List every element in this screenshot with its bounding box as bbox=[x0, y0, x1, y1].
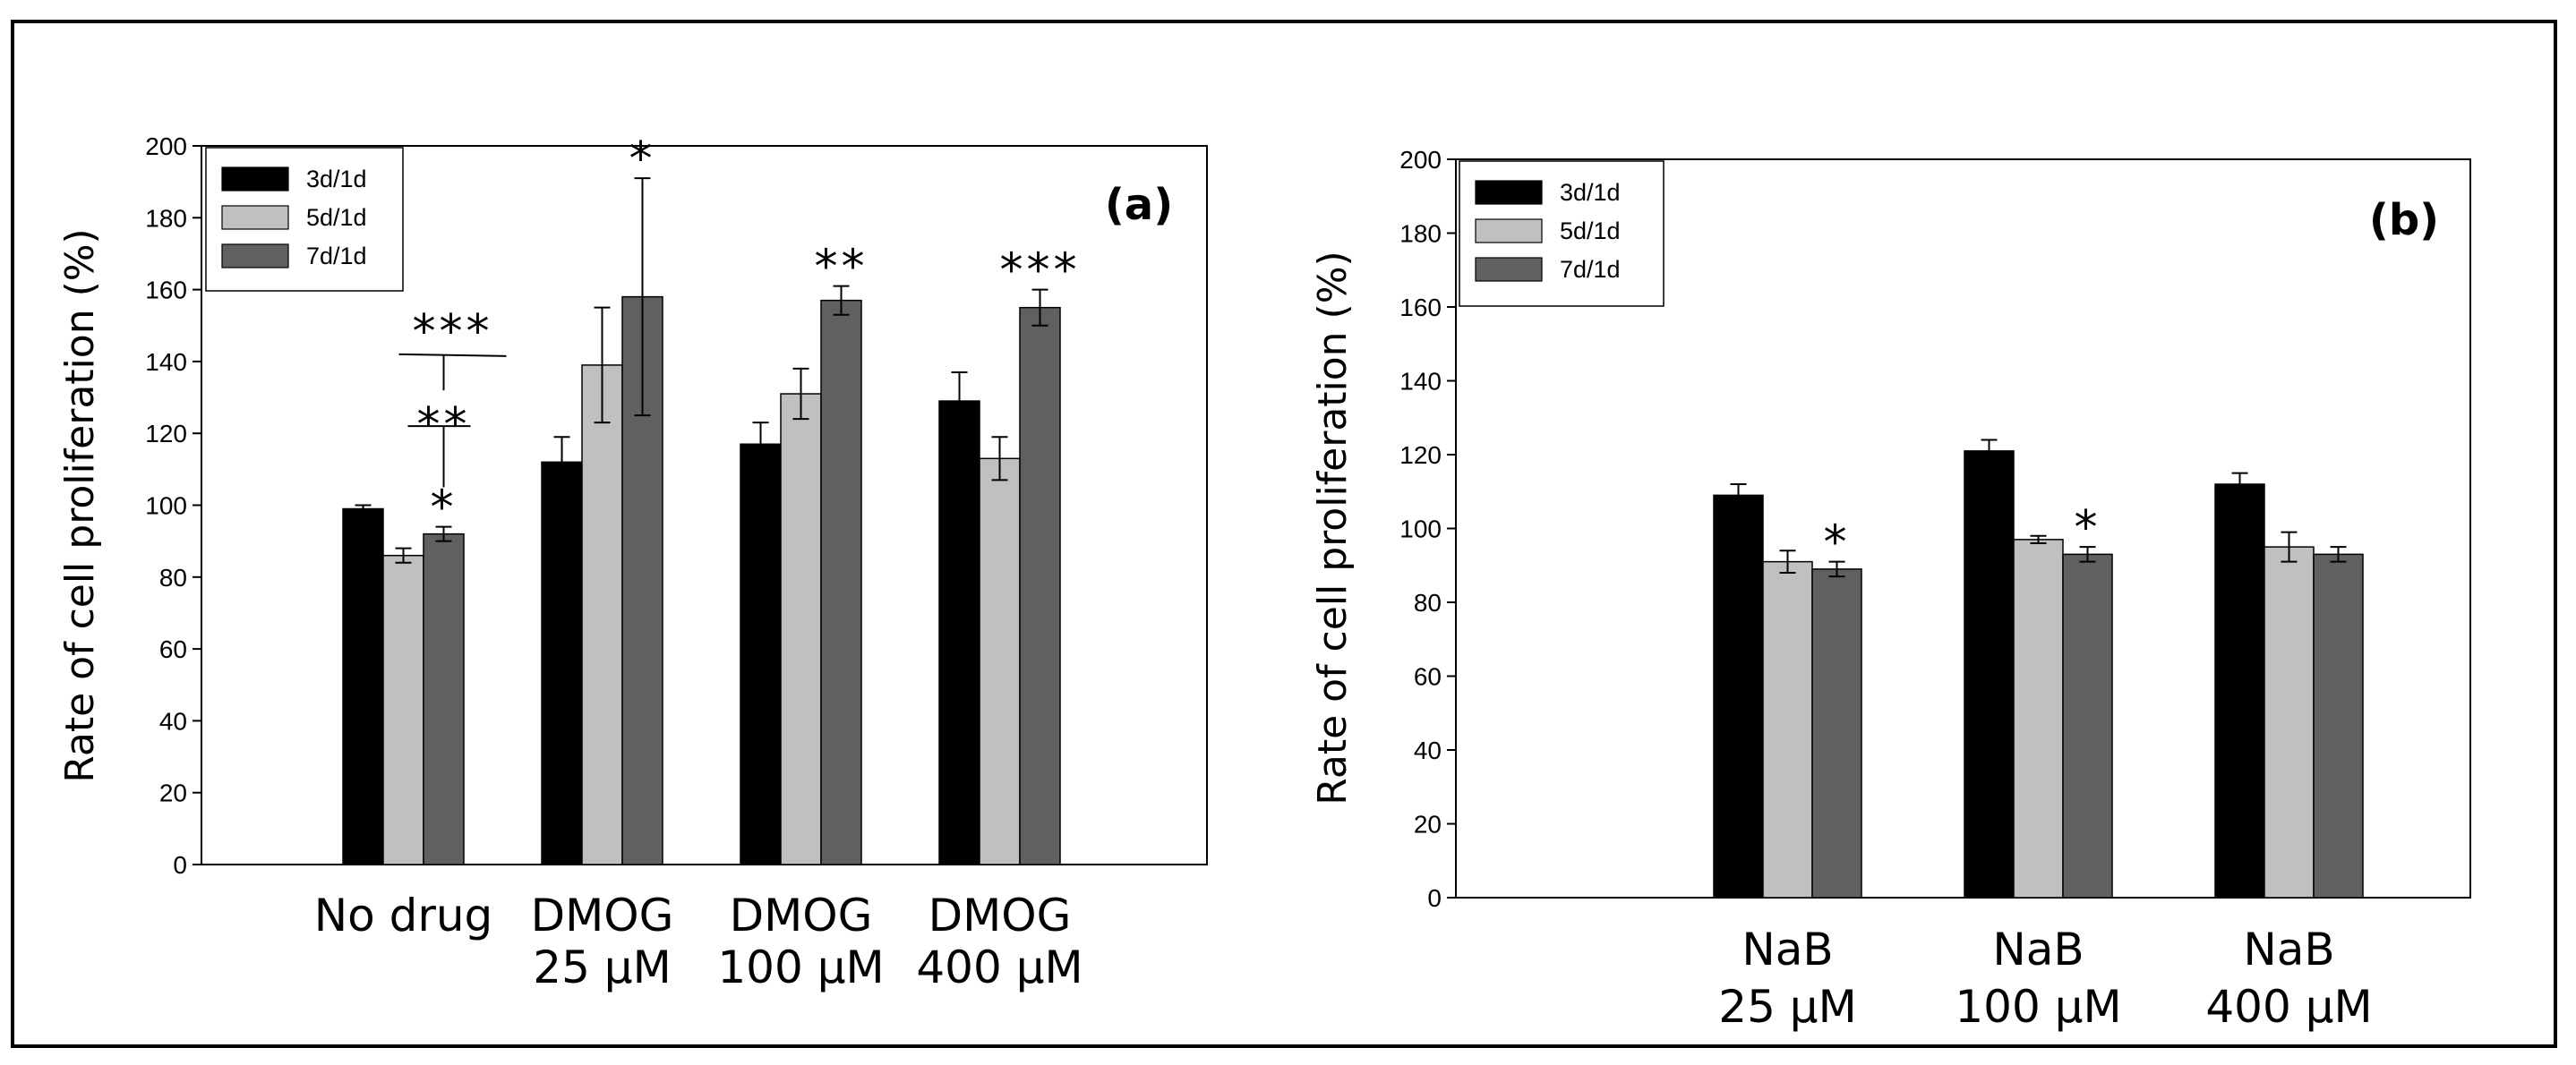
category-label: DMOG bbox=[531, 890, 674, 941]
y-tick-label: 40 bbox=[1414, 737, 1442, 764]
bar-5d-1d-1 bbox=[2013, 539, 2064, 899]
y-tick-label: 140 bbox=[145, 348, 187, 376]
y-tick-label: 160 bbox=[1399, 294, 1442, 321]
significance-star: * bbox=[431, 481, 458, 535]
bar-5d-1d-2 bbox=[2264, 546, 2315, 899]
bar-3d-1d-2 bbox=[2214, 483, 2265, 899]
category-label: 400 µM bbox=[916, 941, 1083, 993]
bar-3d-1d-3 bbox=[938, 400, 980, 865]
y-tick-label: 200 bbox=[145, 132, 187, 160]
y-tick-label: 20 bbox=[1414, 811, 1442, 839]
bar-5d-1d-1 bbox=[581, 364, 623, 865]
bracket-significance: *** bbox=[413, 305, 493, 359]
legend-swatch-3d-1d bbox=[221, 166, 289, 192]
category-label: No drug bbox=[314, 890, 493, 941]
category-label: 400 µM bbox=[2205, 981, 2372, 1033]
significance-star: * bbox=[629, 132, 656, 186]
y-tick-label: 100 bbox=[145, 492, 187, 520]
y-tick-label: 120 bbox=[145, 420, 187, 447]
legend-label: 5d/1d bbox=[1560, 217, 1621, 244]
significance-star: *** bbox=[1000, 244, 1081, 298]
bar-7d-1d-1 bbox=[2062, 553, 2113, 899]
y-tick-label: 40 bbox=[159, 707, 187, 735]
y-tick-label: 80 bbox=[159, 564, 187, 592]
legend-swatch-5d-1d bbox=[221, 205, 289, 230]
y-tick-label: 100 bbox=[1399, 515, 1442, 543]
bar-7d-1d-2 bbox=[2313, 553, 2364, 899]
chart-panel-b: 0 20 40 60 80 100 120 140 160 180 200 Rate of cell … bbox=[1310, 146, 2471, 1033]
bar-3d-1d-0 bbox=[342, 507, 384, 865]
bar-7d-1d-0 bbox=[1811, 568, 1862, 899]
bar-7d-1d-0 bbox=[423, 532, 465, 865]
category-label: NaB bbox=[1992, 924, 2084, 976]
bar-3d-1d-1 bbox=[541, 461, 583, 865]
y-tick-label: 20 bbox=[159, 780, 187, 807]
y-tick-label: 180 bbox=[1399, 220, 1442, 248]
panel-label: (b) bbox=[2369, 195, 2439, 245]
y-tick-label: 140 bbox=[1399, 368, 1442, 396]
y-tick-label: 0 bbox=[1427, 884, 1442, 912]
category-label: NaB bbox=[1742, 924, 1833, 976]
y-tick-label: 80 bbox=[1414, 589, 1442, 617]
y-tick-label: 60 bbox=[159, 635, 187, 663]
y-tick-label: 200 bbox=[1399, 146, 1442, 174]
legend-label: 5d/1d bbox=[306, 204, 367, 231]
bar-5d-1d-0 bbox=[382, 554, 424, 865]
bar-5d-1d-0 bbox=[1762, 560, 1813, 899]
comparison-bracket bbox=[398, 353, 507, 357]
category-label: DMOG bbox=[929, 890, 1072, 941]
bar-5d-1d-2 bbox=[780, 393, 822, 865]
bar-7d-1d-2 bbox=[820, 299, 862, 865]
category-label: 100 µM bbox=[1955, 981, 2121, 1033]
significance-star: ** bbox=[815, 241, 869, 294]
bar-3d-1d-1 bbox=[1964, 450, 2015, 899]
legend-swatch-5d-1d bbox=[1475, 218, 1543, 243]
category-label: NaB bbox=[2243, 924, 2334, 976]
y-axis-label: Rate of cell proliferation (%) bbox=[1310, 251, 1356, 805]
y-tick-label: 180 bbox=[145, 204, 187, 232]
legend-swatch-7d-1d bbox=[1475, 257, 1543, 282]
bar-3d-1d-0 bbox=[1713, 494, 1764, 899]
legend-label: 7d/1d bbox=[306, 243, 367, 269]
bar-5d-1d-3 bbox=[979, 457, 1021, 865]
legend-label: 3d/1d bbox=[306, 166, 367, 192]
significance-star: * bbox=[1824, 516, 1851, 570]
legend-label: 3d/1d bbox=[1560, 179, 1621, 206]
legend-swatch-3d-1d bbox=[1475, 180, 1543, 205]
category-label: 100 µM bbox=[717, 941, 884, 993]
category-label: 25 µM bbox=[1718, 981, 1856, 1033]
y-tick-label: 60 bbox=[1414, 663, 1442, 691]
figure-frame bbox=[11, 20, 2557, 1048]
y-tick-label: 0 bbox=[173, 851, 187, 879]
bar-7d-1d-3 bbox=[1019, 306, 1061, 865]
y-tick-label: 120 bbox=[1399, 441, 1442, 469]
category-label: 25 µM bbox=[533, 941, 671, 993]
category-label: DMOG bbox=[730, 890, 873, 941]
bracket-significance: ** bbox=[417, 398, 471, 452]
legend-label: 7d/1d bbox=[1560, 256, 1621, 283]
legend-swatch-7d-1d bbox=[221, 243, 289, 268]
panel-label: (a) bbox=[1105, 180, 1173, 230]
y-tick-label: 160 bbox=[145, 277, 187, 304]
y-axis-label: Rate of cell proliferation (%) bbox=[57, 228, 103, 782]
chart-panel-a: 0 20 40 60 80 100 120 140 160 180 200 Rate of cell … bbox=[57, 132, 1208, 993]
bar-3d-1d-2 bbox=[740, 443, 782, 865]
significance-star: * bbox=[2075, 501, 2101, 555]
